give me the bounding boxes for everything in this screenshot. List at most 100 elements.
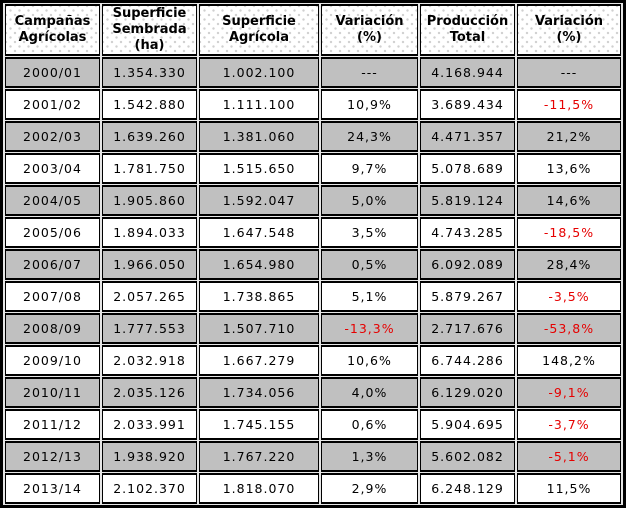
table-cell: 1.894.033: [102, 217, 197, 248]
column-header-5: Variación (%): [517, 4, 621, 56]
table-cell: 1.667.279: [199, 345, 319, 376]
table-cell: 1.647.548: [199, 217, 319, 248]
table-cell: 1.515.650: [199, 153, 319, 184]
table-cell: 5.904.695: [420, 409, 515, 440]
table-cell: 1.002.100: [199, 57, 319, 88]
table-cell: 4.471.357: [420, 121, 515, 152]
table-cell: ---: [321, 57, 418, 88]
table-cell: 2,9%: [321, 473, 418, 504]
table-row: 2008/09 1.777.553 1.507.710 -13,3% 2.717.676…: [5, 313, 621, 344]
table-body: 2000/01 1.354.330 1.002.100 --- 4.168.944 ---…: [5, 57, 621, 504]
table-cell: 0,5%: [321, 249, 418, 280]
table-cell: 1.738.865: [199, 281, 319, 312]
table-cell: 2007/08: [5, 281, 100, 312]
table-cell: 148,2%: [517, 345, 621, 376]
table-cell: -3,7%: [517, 409, 621, 440]
table-cell: 4.743.285: [420, 217, 515, 248]
table-cell: 28,4%: [517, 249, 621, 280]
table-cell: 2010/11: [5, 377, 100, 408]
table-cell: 1.111.100: [199, 89, 319, 120]
table-cell: 5.602.082: [420, 441, 515, 472]
table-cell: 0,6%: [321, 409, 418, 440]
table-row: 2011/12 2.033.991 1.745.155 0,6% 5.904.695 -3…: [5, 409, 621, 440]
column-header-4: Producción Total: [420, 4, 515, 56]
table-cell: 1.767.220: [199, 441, 319, 472]
table-cell: 2006/07: [5, 249, 100, 280]
table-header: Campañas Agrícolas Superficie Sembrada (h…: [5, 4, 621, 56]
table-row: 2012/13 1.938.920 1.767.220 1,3% 5.602.082 -5…: [5, 441, 621, 472]
table-cell: 1.507.710: [199, 313, 319, 344]
table-cell: 2000/01: [5, 57, 100, 88]
table-cell: 5,0%: [321, 185, 418, 216]
table-cell: 1.938.920: [102, 441, 197, 472]
table-cell: 1.354.330: [102, 57, 197, 88]
table-cell: 2.717.676: [420, 313, 515, 344]
column-header-2: Superficie Agrícola: [199, 4, 319, 56]
table-cell: 3.689.434: [420, 89, 515, 120]
table-cell: 4,0%: [321, 377, 418, 408]
table-cell: 5.879.267: [420, 281, 515, 312]
table-cell: 1.905.860: [102, 185, 197, 216]
table-cell: 6.129.020: [420, 377, 515, 408]
table-cell: 1.745.155: [199, 409, 319, 440]
table-cell: 1.592.047: [199, 185, 319, 216]
table-cell: 2.102.370: [102, 473, 197, 504]
column-header-0: Campañas Agrícolas: [5, 4, 100, 56]
table-cell: 11,5%: [517, 473, 621, 504]
table-cell: 2002/03: [5, 121, 100, 152]
table-cell: 2011/12: [5, 409, 100, 440]
table-cell: 2.035.126: [102, 377, 197, 408]
column-header-3: Variación (%): [321, 4, 418, 56]
table-cell: 5.819.124: [420, 185, 515, 216]
table-cell: 1.777.553: [102, 313, 197, 344]
table-cell: 1.781.750: [102, 153, 197, 184]
table-cell: 2.032.918: [102, 345, 197, 376]
table-row: 2006/07 1.966.050 1.654.980 0,5% 6.092.089 28…: [5, 249, 621, 280]
table-cell: 9,7%: [321, 153, 418, 184]
table-row: 2009/10 2.032.918 1.667.279 10,6% 6.744.286 1…: [5, 345, 621, 376]
table-cell: 2003/04: [5, 153, 100, 184]
table-row: 2004/05 1.905.860 1.592.047 5,0% 5.819.124 14…: [5, 185, 621, 216]
table-row: 2007/08 2.057.265 1.738.865 5,1% 5.879.267 -3…: [5, 281, 621, 312]
table-cell: 1.734.056: [199, 377, 319, 408]
table-cell: -9,1%: [517, 377, 621, 408]
table-cell: 6.092.089: [420, 249, 515, 280]
table-cell: 6.744.286: [420, 345, 515, 376]
table-cell: 1.639.260: [102, 121, 197, 152]
column-header-1: Superficie Sembrada (ha): [102, 4, 197, 56]
table-cell: 5.078.689: [420, 153, 515, 184]
table-cell: 2013/14: [5, 473, 100, 504]
table-row: 2003/04 1.781.750 1.515.650 9,7% 5.078.689 13…: [5, 153, 621, 184]
table-cell: 1,3%: [321, 441, 418, 472]
table-row: 2000/01 1.354.330 1.002.100 --- 4.168.944 ---: [5, 57, 621, 88]
table-cell: -18,5%: [517, 217, 621, 248]
table-cell: 1.381.060: [199, 121, 319, 152]
table-cell: 1.966.050: [102, 249, 197, 280]
table-cell: 5,1%: [321, 281, 418, 312]
table-cell: 2012/13: [5, 441, 100, 472]
table-row: 2001/02 1.542.880 1.111.100 10,9% 3.689.434-…: [5, 89, 621, 120]
table-cell: 2005/06: [5, 217, 100, 248]
header-row: Campañas Agrícolas Superficie Sembrada (h…: [5, 4, 621, 56]
table-cell: -11,5%: [517, 89, 621, 120]
table-cell: 3,5%: [321, 217, 418, 248]
table-cell: 24,3%: [321, 121, 418, 152]
table-cell: 10,6%: [321, 345, 418, 376]
table-row: 2002/03 1.639.260 1.381.060 24,3% 4.471.357 2…: [5, 121, 621, 152]
table-cell: 10,9%: [321, 89, 418, 120]
table-cell: ---: [517, 57, 621, 88]
table-cell: 1.542.880: [102, 89, 197, 120]
table-cell: 2.057.265: [102, 281, 197, 312]
table-cell: 13,6%: [517, 153, 621, 184]
table-row: 2013/14 2.102.370 1.818.070 2,9% 6.248.129 11…: [5, 473, 621, 504]
table-cell: 2004/05: [5, 185, 100, 216]
table-cell: 2001/02: [5, 89, 100, 120]
table-cell: 1.818.070: [199, 473, 319, 504]
table-cell: 1.654.980: [199, 249, 319, 280]
table-cell: -3,5%: [517, 281, 621, 312]
table-cell: 2009/10: [5, 345, 100, 376]
table-row: 2005/06 1.894.033 1.647.548 3,5% 4.743.285 -1…: [5, 217, 621, 248]
table-cell: 4.168.944: [420, 57, 515, 88]
